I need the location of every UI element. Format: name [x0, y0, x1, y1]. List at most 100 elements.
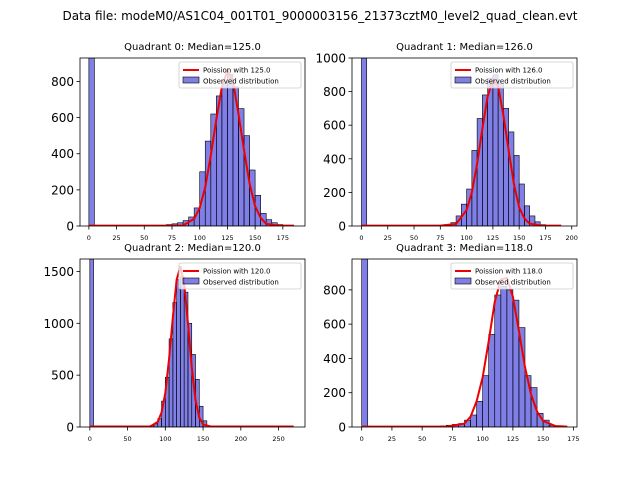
histogram-bar [476, 400, 483, 427]
x-tick-label: 0 [360, 435, 364, 443]
x-tick-label: 125 [487, 234, 499, 242]
legend-entry-fit: Poission with 120.0 [203, 268, 271, 276]
histogram-bar [89, 259, 94, 427]
x-tick-label: 50 [410, 234, 418, 242]
x-tick-label: 200 [235, 435, 247, 443]
x-tick-label: 250 [272, 435, 284, 443]
legend-entry-fit: Poission with 118.0 [475, 268, 543, 276]
y-tick-label: 800 [323, 85, 346, 99]
x-tick-label: 100 [460, 234, 472, 242]
x-tick-label: 150 [537, 435, 549, 443]
y-tick-label: 0 [338, 220, 346, 234]
histogram-bar [361, 259, 369, 427]
legend: Poission with 120.0 Observed distribution [178, 262, 302, 290]
histogram-bar [180, 276, 185, 427]
y-tick-label: 0 [338, 421, 346, 435]
histogram-bar [494, 294, 502, 427]
x-tick-label: 175 [539, 234, 551, 242]
histogram-bar [361, 58, 368, 226]
legend-entry-observed: Observed distribution [203, 78, 279, 86]
subplot-title: Quadrant 2: Median=120.0 [124, 243, 261, 254]
legend: Poission with 126.0 Observed distribution [450, 61, 574, 89]
y-tick-label: 500 [51, 369, 74, 383]
x-tick-label: 25 [112, 234, 120, 242]
legend-frame [178, 61, 302, 89]
y-tick-label: 1500 [43, 265, 74, 279]
y-tick-label: 200 [323, 186, 346, 200]
poisson-fit-line [88, 68, 294, 226]
y-tick-label: 1000 [315, 52, 346, 66]
legend-frame [450, 262, 574, 290]
y-tick-label: 600 [323, 119, 346, 133]
histogram-bar [487, 77, 494, 226]
subplot-title: Quadrant 3: Median=118.0 [396, 243, 533, 254]
legend-entry-observed: Observed distribution [475, 279, 551, 287]
histogram-bar [492, 74, 499, 226]
y-tick-label: 800 [51, 75, 74, 89]
histogram-bar [221, 82, 228, 226]
histogram-bar [488, 334, 496, 427]
legend-bar-swatch [182, 277, 200, 285]
histogram-bar [482, 375, 489, 427]
y-tick-label: 0 [66, 421, 74, 435]
poisson-fit-line [361, 76, 562, 226]
plot-area [89, 259, 294, 427]
legend: Poission with 125.0 Observed distribution [178, 61, 302, 89]
histogram-bar [518, 327, 526, 427]
plot-area [361, 259, 568, 427]
x-tick-label: 125 [507, 435, 519, 443]
histogram-bar [227, 73, 234, 226]
x-tick-label: 25 [384, 234, 392, 242]
x-tick-label: 175 [277, 234, 289, 242]
y-tick-label: 200 [323, 386, 346, 400]
legend-frame [178, 262, 302, 290]
legend-bar-swatch [454, 76, 472, 84]
x-tick-label: 0 [359, 234, 363, 242]
y-tick-label: 400 [323, 152, 346, 166]
x-tick-label: 100 [159, 435, 171, 443]
y-tick-label: 200 [51, 183, 74, 197]
x-tick-label: 0 [87, 234, 91, 242]
legend-entry-observed: Observed distribution [475, 78, 551, 86]
y-tick-label: 1000 [43, 317, 74, 331]
legend-entry-observed: Observed distribution [203, 279, 279, 287]
x-tick-label: 150 [249, 234, 261, 242]
x-tick-label: 150 [513, 234, 525, 242]
x-tick-label: 50 [123, 435, 131, 443]
histogram-bar [506, 289, 514, 427]
histogram-bar [500, 286, 508, 427]
legend-frame [450, 61, 574, 89]
legend-bar-swatch [454, 277, 472, 285]
x-tick-label: 25 [388, 435, 396, 443]
histogram-bar [518, 183, 525, 226]
subplot-quadrant-2: 0 50 100 150 200 250 0 500 1000 1500 Quadrant 2: M… [43, 243, 306, 443]
x-tick-label: 150 [197, 435, 209, 443]
y-tick-label: 800 [323, 283, 346, 297]
legend: Poission with 118.0 Observed distribution [450, 262, 574, 290]
legend-entry-fit: Poission with 125.0 [203, 67, 271, 75]
x-tick-label: 75 [168, 234, 176, 242]
y-tick-label: 600 [51, 111, 74, 125]
axes-frame [351, 57, 578, 227]
x-tick-label: 50 [418, 435, 426, 443]
x-tick-label: 125 [221, 234, 233, 242]
subplot-quadrant-3: 0 25 50 75 100 125 150 175 0 200 400 600 800 Quadrant… [323, 243, 579, 443]
y-tick-label: 0 [66, 220, 74, 234]
axes-frame [79, 258, 306, 428]
histogram-bar [88, 58, 95, 226]
legend-entry-fit: Poission with 126.0 [475, 67, 543, 75]
subplot-title: Quadrant 0: Median=125.0 [124, 42, 261, 53]
subplot-quadrant-0: 0 25 50 75 100 125 150 175 0 200 400 600 800 Quadrant… [51, 42, 306, 242]
legend-bar-swatch [182, 76, 200, 84]
histogram-bar [530, 387, 538, 427]
x-tick-label: 100 [193, 234, 205, 242]
subplot-grid: 0 25 50 75 100 125 150 175 0 200 400 600 800 Quadrant… [43, 42, 579, 443]
x-tick-label: 175 [567, 435, 579, 443]
y-tick-label: 400 [323, 352, 346, 366]
y-tick-label: 400 [51, 147, 74, 161]
subplot-quadrant-1: 0 25 50 75 100 125 150 175 200 0 200 400 600 800 1000 Q… [315, 42, 578, 242]
x-tick-label: 75 [436, 234, 444, 242]
subplot-title: Quadrant 1: Median=126.0 [396, 42, 533, 53]
histogram-bar [176, 279, 181, 427]
